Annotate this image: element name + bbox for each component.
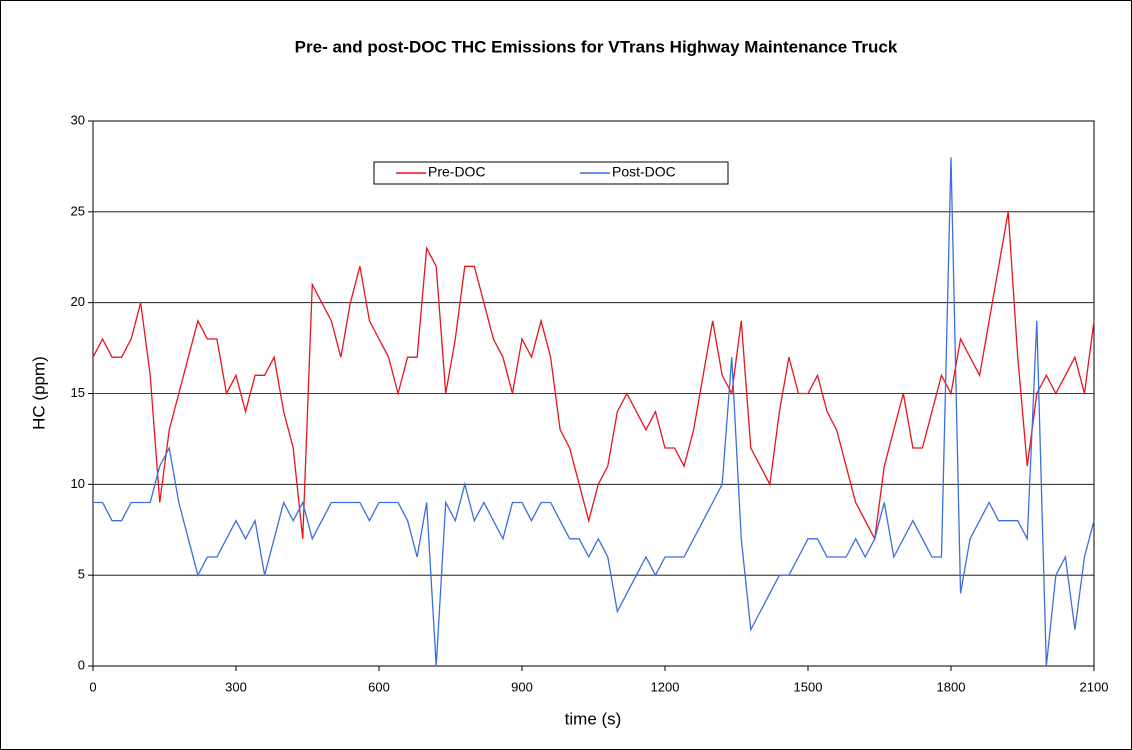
x-tick-label: 1800 [937, 679, 966, 694]
legend-box [373, 161, 729, 185]
y-axis-label: HC (ppm) [29, 356, 48, 430]
data-line [93, 157, 1095, 667]
legend-label: Pre-DOC [428, 164, 486, 180]
y-tick-label: 25 [71, 203, 85, 218]
x-axis-label: time (s) [565, 709, 622, 728]
x-tick-label: 1200 [651, 679, 680, 694]
x-tick-label: 900 [511, 679, 533, 694]
x-tick-label: 0 [89, 679, 96, 694]
y-tick-label: 30 [71, 112, 85, 127]
y-tick-label: 10 [71, 476, 85, 491]
y-tick-label: 20 [71, 294, 85, 309]
x-tick-label: 600 [368, 679, 390, 694]
legend-label: Post-DOC [612, 164, 676, 180]
x-tick-label: 2100 [1080, 679, 1109, 694]
chart-title: Pre- and post-DOC THC Emissions for VTra… [295, 37, 898, 56]
y-tick-label: 15 [71, 385, 85, 400]
data-line [92, 211, 1095, 541]
x-tick-label: 300 [225, 679, 247, 694]
y-tick-label: 0 [78, 657, 85, 672]
plot-area [92, 120, 1095, 667]
x-tick-label: 1500 [794, 679, 823, 694]
y-tick-label: 5 [78, 567, 85, 582]
